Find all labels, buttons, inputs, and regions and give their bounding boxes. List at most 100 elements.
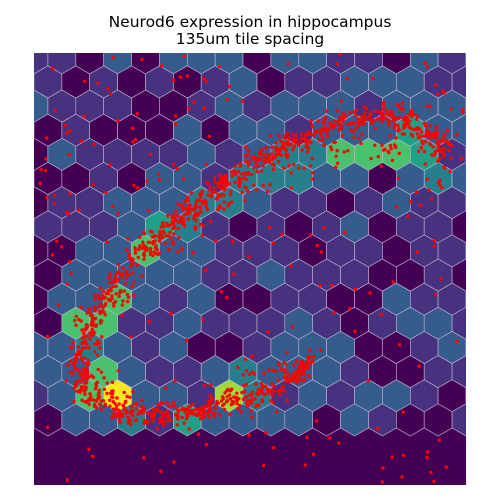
expression-point — [86, 361, 90, 365]
expression-point — [94, 323, 99, 327]
expression-point — [165, 223, 169, 228]
expression-point — [79, 305, 83, 310]
expression-point — [286, 379, 290, 383]
expression-point — [158, 237, 162, 241]
expression-point — [97, 296, 101, 301]
expression-point — [105, 391, 109, 396]
expression-point — [89, 395, 93, 399]
expression-point — [455, 133, 459, 137]
expression-point — [336, 161, 340, 165]
expression-point — [233, 164, 237, 168]
expression-point — [179, 215, 183, 220]
expression-point — [394, 136, 398, 140]
expression-point — [172, 460, 176, 464]
expression-point — [152, 250, 156, 254]
expression-point — [172, 232, 176, 236]
expression-point — [152, 410, 157, 414]
expression-point — [265, 387, 270, 392]
expression-point — [261, 159, 266, 163]
expression-point — [171, 226, 175, 231]
expression-point — [63, 123, 67, 127]
expression-point — [425, 450, 430, 454]
expression-point — [333, 123, 337, 128]
expression-point — [96, 81, 100, 85]
expression-point — [196, 214, 200, 218]
expression-point — [368, 111, 373, 115]
expression-point — [68, 370, 73, 375]
expression-point — [366, 378, 370, 383]
expression-point — [79, 348, 84, 352]
expression-point — [172, 162, 176, 166]
expression-point — [300, 364, 304, 368]
expression-point — [168, 230, 172, 234]
expression-point — [205, 207, 210, 212]
expression-point — [90, 321, 94, 326]
expression-point — [260, 381, 264, 386]
expression-point — [283, 134, 287, 138]
expression-point — [380, 143, 384, 148]
hex-tile — [480, 259, 500, 291]
expression-point — [440, 186, 444, 190]
expression-point — [185, 196, 190, 200]
expression-point — [204, 79, 208, 84]
expression-point — [218, 193, 222, 198]
expression-point — [95, 340, 100, 345]
expression-point — [222, 407, 227, 412]
expression-point — [218, 413, 222, 417]
expression-point — [111, 389, 115, 393]
expression-point — [328, 145, 333, 149]
expression-point — [164, 386, 168, 390]
expression-point — [213, 176, 217, 180]
expression-point — [333, 119, 337, 123]
expression-point — [312, 354, 316, 359]
expression-point — [223, 187, 227, 192]
expression-point — [87, 307, 92, 311]
expression-point — [264, 146, 268, 150]
expression-point — [133, 137, 138, 142]
expression-point — [194, 198, 199, 203]
expression-point — [394, 205, 399, 209]
expression-point — [106, 87, 110, 91]
expression-point — [157, 177, 162, 182]
expression-point — [277, 147, 281, 152]
expression-point — [138, 410, 142, 415]
expression-point — [124, 281, 128, 286]
expression-point — [135, 186, 140, 190]
expression-point — [225, 97, 229, 101]
expression-point — [134, 401, 139, 406]
hex-tile — [34, 363, 35, 381]
expression-point — [125, 299, 130, 304]
expression-point — [208, 185, 212, 189]
expression-point — [422, 149, 427, 154]
expression-point — [440, 139, 445, 143]
expression-point — [369, 156, 373, 161]
expression-point — [241, 99, 245, 103]
expression-point — [94, 405, 99, 410]
expression-point — [93, 293, 97, 297]
expression-point — [202, 383, 207, 388]
expression-point — [445, 139, 449, 143]
expression-point — [436, 92, 440, 96]
expression-point — [217, 185, 221, 189]
expression-point — [337, 118, 341, 123]
expression-point — [209, 219, 213, 224]
expression-point — [71, 341, 76, 345]
expression-point — [449, 107, 453, 111]
expression-point — [215, 399, 219, 404]
expression-point — [388, 143, 393, 148]
expression-point — [163, 241, 167, 245]
expression-point — [339, 99, 344, 103]
expression-point — [285, 398, 289, 402]
expression-point — [259, 169, 264, 173]
expression-point — [104, 190, 108, 195]
expression-point-layer — [38, 53, 465, 484]
expression-point — [341, 111, 345, 115]
expression-point — [360, 117, 364, 122]
expression-point — [246, 163, 250, 167]
expression-point — [104, 291, 109, 296]
expression-point — [222, 200, 226, 204]
expression-point — [181, 208, 185, 212]
expression-point — [243, 198, 247, 202]
expression-point — [384, 116, 388, 120]
chart-subtitle: 135um tile spacing — [176, 30, 325, 48]
